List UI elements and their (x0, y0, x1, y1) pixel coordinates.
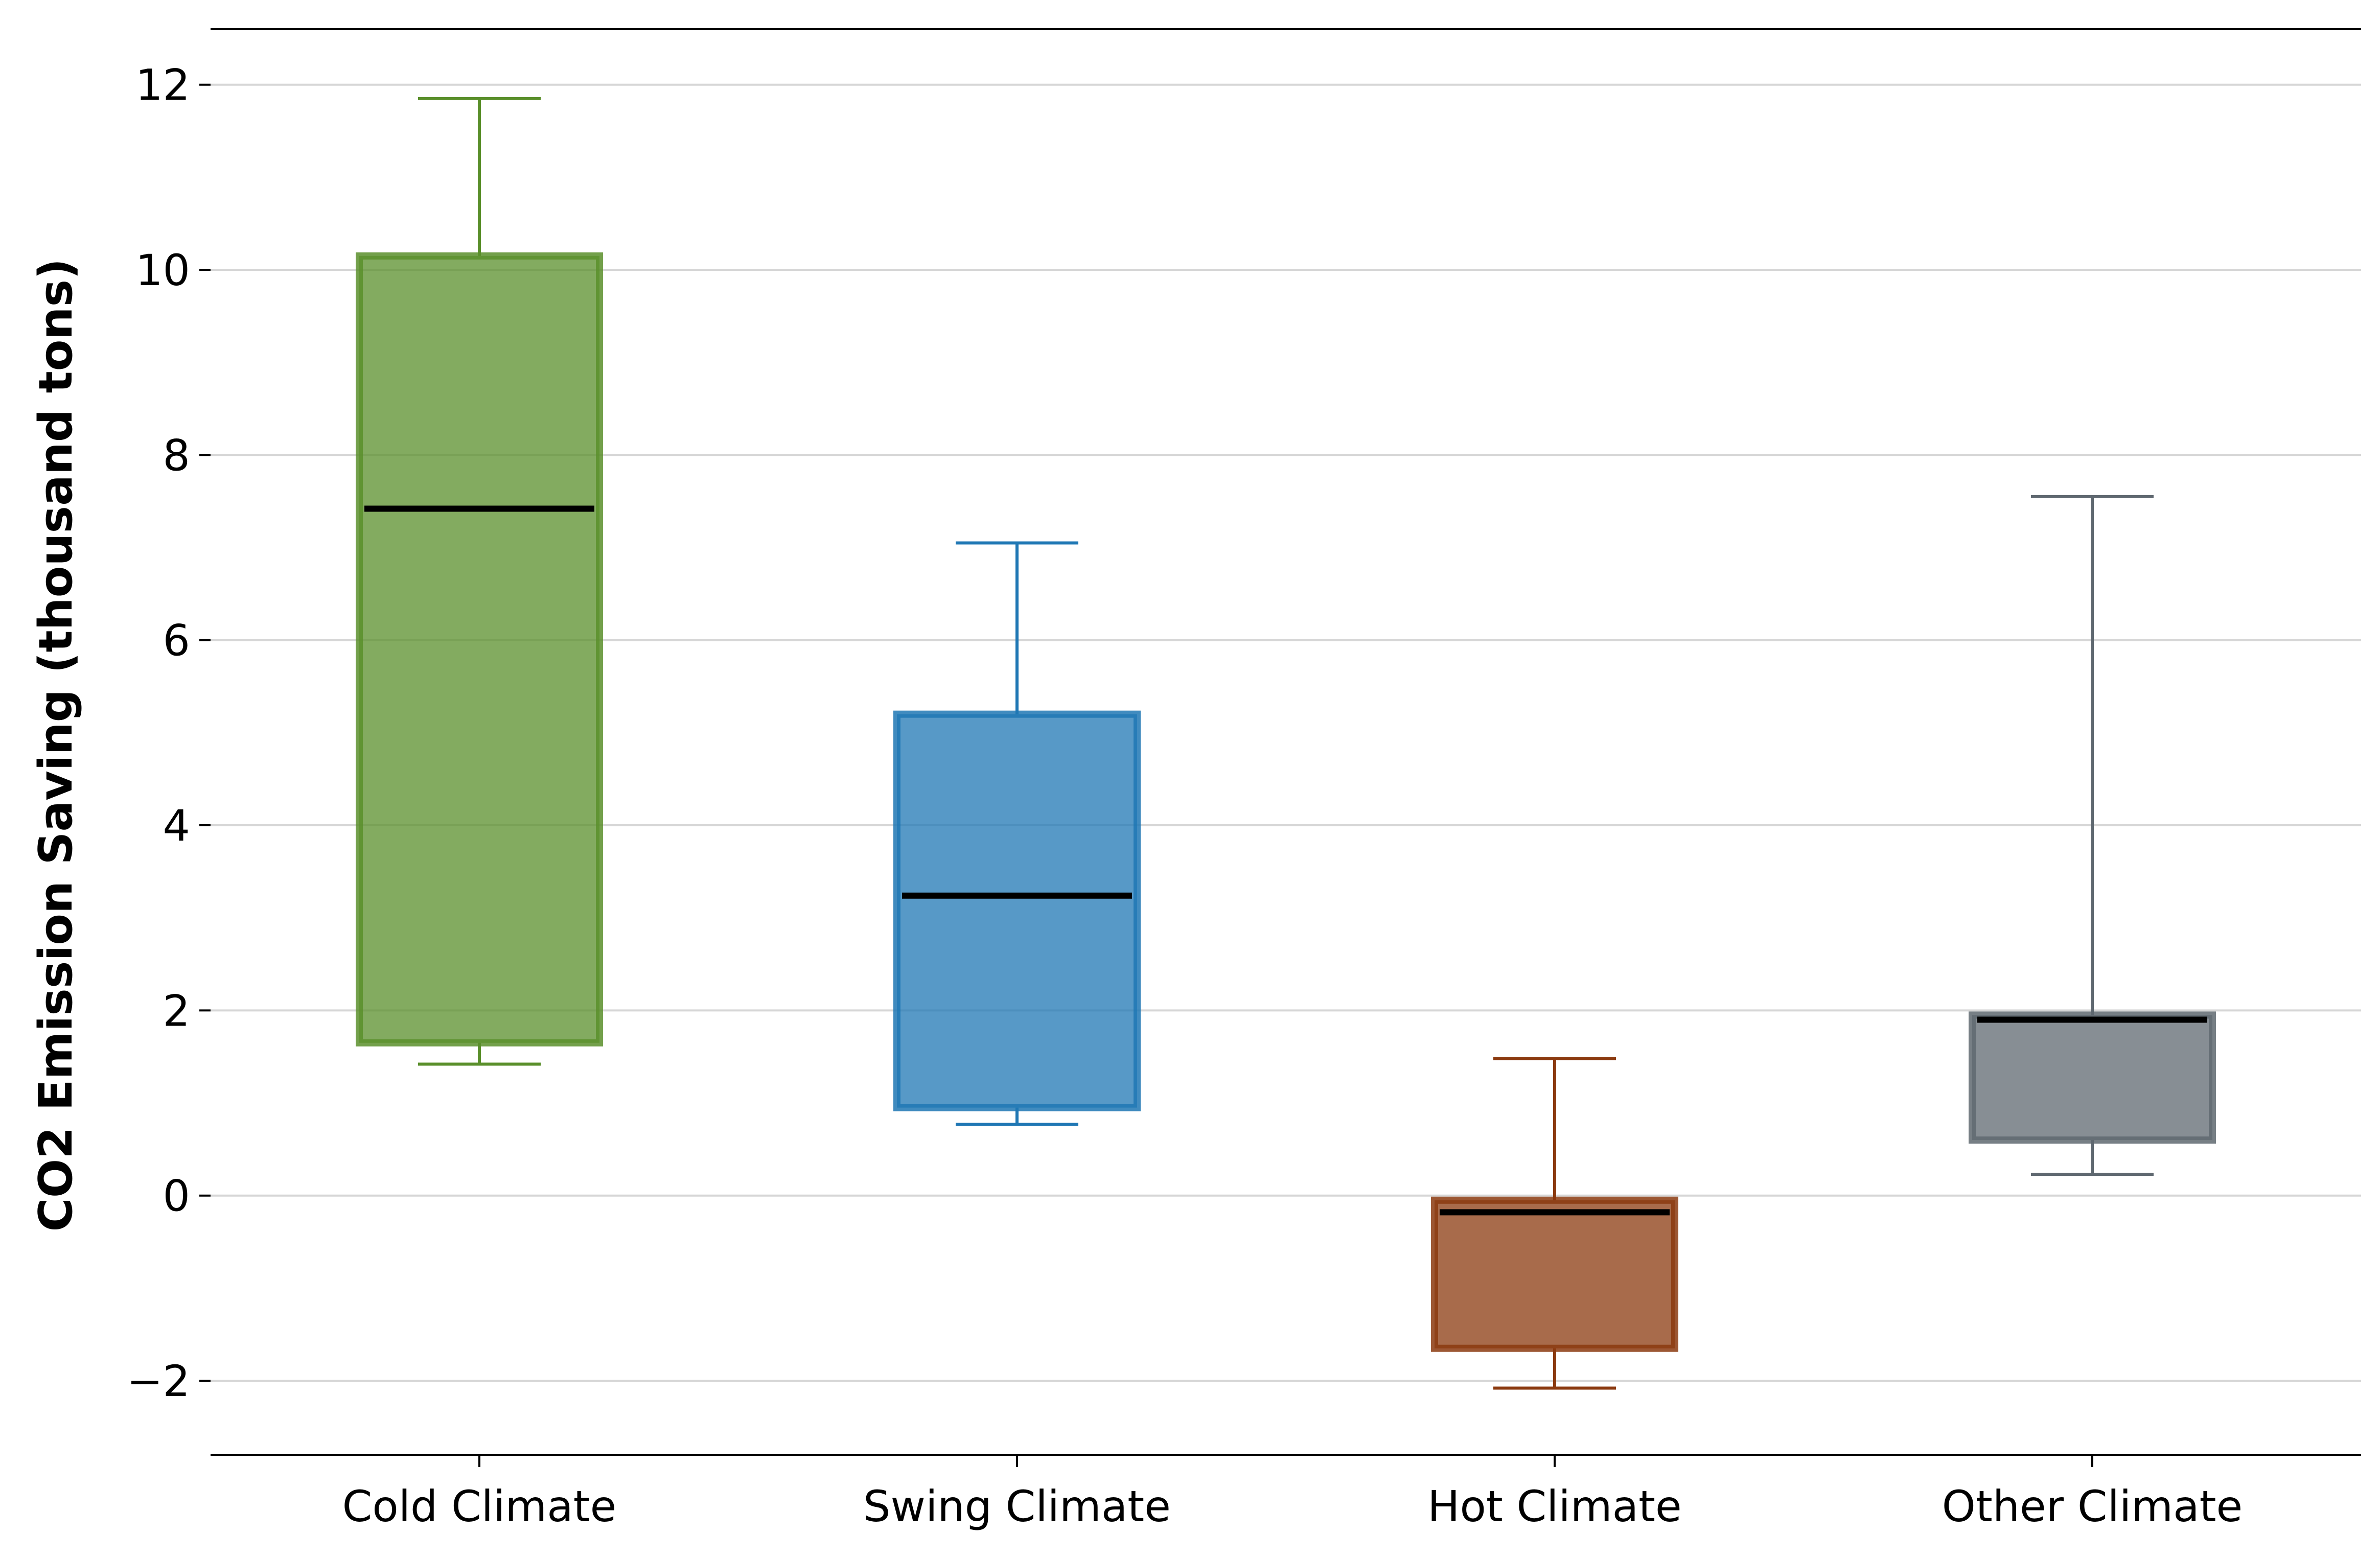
box-cold-climate (356, 97, 603, 1066)
x-tick-label: Hot Climate (1427, 1481, 1681, 1531)
y-tick-label: 10 (135, 245, 190, 295)
y-tick-label: 0 (163, 1171, 190, 1221)
axes (199, 28, 2361, 1467)
y-axis-label: CO2 Emission Saving (thousand tons) (29, 259, 83, 1232)
x-tick-label: Cold Climate (342, 1481, 617, 1531)
box-other-climate (1969, 495, 2216, 1176)
box-body (356, 252, 603, 1047)
x-tick-label: Other Climate (1942, 1481, 2243, 1531)
box-body (1431, 1196, 1678, 1352)
y-tick-label: 2 (163, 986, 190, 1036)
y-tick-label: 8 (163, 430, 190, 480)
boxes (356, 97, 2216, 1390)
y-tick-label: 12 (135, 60, 190, 110)
y-tick-label: 6 (163, 616, 190, 666)
tick-labels: −2 0 2 4 6 8 10 12 Cold Climate Swing Climate Hot … (127, 60, 2243, 1531)
box-body (1969, 1011, 2216, 1144)
box-body (893, 710, 1141, 1111)
x-tick-label: Swing Climate (863, 1481, 1171, 1531)
y-tick-label: −2 (127, 1356, 190, 1406)
box-hot-climate (1431, 1057, 1678, 1390)
box-swing-climate (893, 541, 1141, 1126)
y-tick-label: 4 (163, 801, 190, 851)
